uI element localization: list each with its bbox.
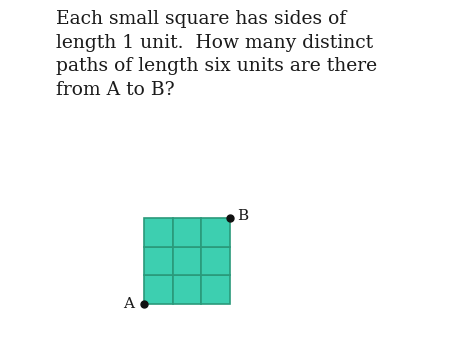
Bar [144, 218, 173, 247]
Text: Each small square has sides of
length 1 unit.  How many distinct
paths of length: Each small square has sides of length 1 … [56, 10, 377, 99]
Bar [144, 275, 173, 304]
Bar [201, 218, 230, 247]
Bar [201, 275, 230, 304]
Bar [201, 247, 230, 275]
Bar [144, 247, 173, 275]
Bar [173, 275, 201, 304]
Text: B: B [237, 209, 248, 223]
Bar [173, 247, 201, 275]
Text: A: A [123, 297, 134, 311]
Bar [173, 218, 201, 247]
